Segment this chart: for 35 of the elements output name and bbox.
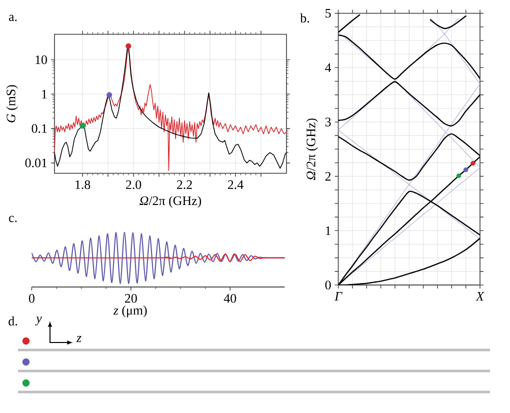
y-tick-label: 2 [325, 172, 331, 181]
text: y [35, 316, 42, 326]
x-tick-label: Γ [334, 292, 342, 300]
y-tick-label: 1 [326, 226, 331, 235]
text: z [76, 336, 82, 342]
x-tick-label: 40 [224, 294, 236, 303]
text: d. [8, 316, 18, 326]
x-axis-title: z (μm) [113, 306, 147, 318]
point [470, 160, 476, 166]
y-tick-label: 10 [36, 55, 47, 64]
x-tick-label: 2.2 [176, 180, 192, 190]
y-tick-label: 0.1 [32, 124, 47, 133]
y-tick-label: 1 [42, 90, 47, 98]
x-tick-label: 1.8 [76, 180, 90, 190]
x-tick-label: 2.0 [126, 180, 142, 190]
y-tick-label: 0 [325, 280, 331, 290]
y-tick-label: 0.01 [25, 158, 47, 168]
line-series [430, 15, 466, 30]
y-axis-title: G (mS) [6, 85, 18, 122]
text: b. [300, 13, 310, 23]
y-tick-label: 3 [325, 118, 331, 126]
point [456, 173, 462, 178]
text: c. [9, 216, 17, 222]
y-tick-label: 5 [326, 8, 331, 18]
point [463, 167, 468, 172]
x-tick-label: X [476, 292, 484, 300]
y-axis-title: Ω/2π (GHz) [306, 118, 318, 180]
x-tick-label: 2.4 [228, 180, 244, 190]
point [80, 123, 86, 129]
text: a. [8, 14, 17, 22]
x-axis-title: Ω/2π (GHz) [140, 196, 202, 208]
y-tick-label: 4 [325, 63, 332, 72]
point [126, 43, 132, 49]
x-tick-label: 20 [125, 294, 137, 303]
point [106, 92, 112, 98]
